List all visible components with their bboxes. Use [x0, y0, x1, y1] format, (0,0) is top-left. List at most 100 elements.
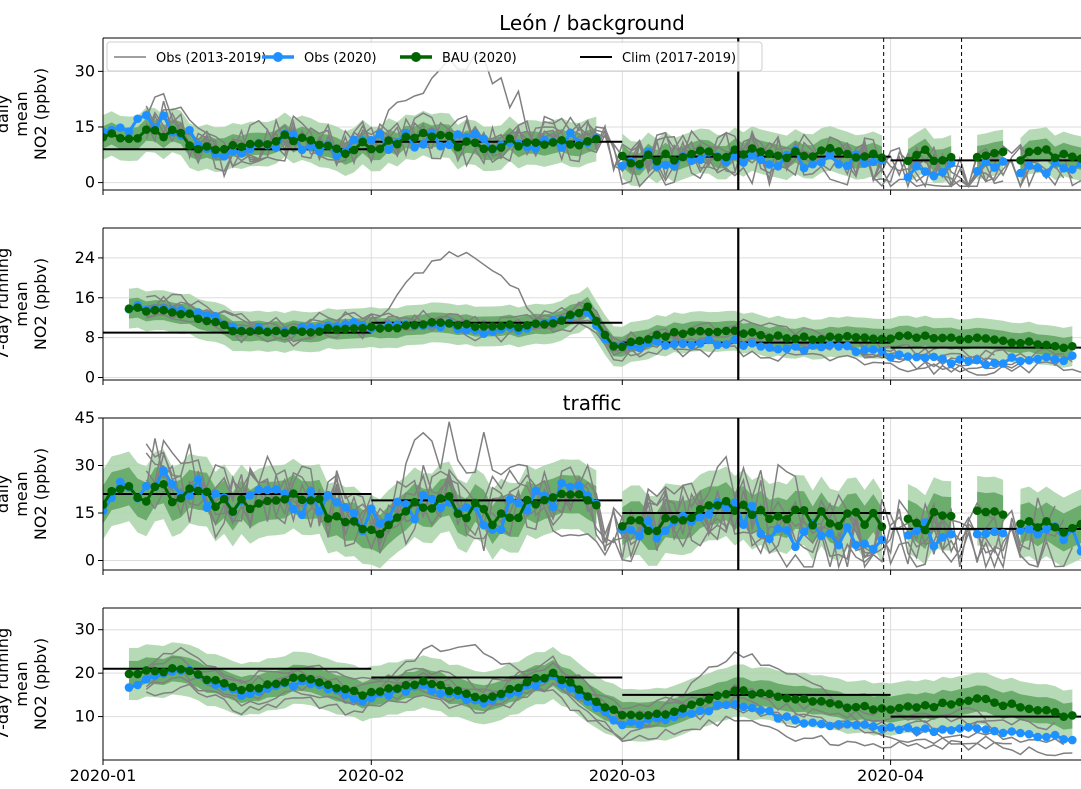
obs-2020-point	[427, 686, 437, 695]
bau-2020-point	[315, 140, 324, 150]
bau-2020-line	[103, 482, 598, 536]
obs-2020-point	[946, 359, 956, 368]
bau-2020-point	[427, 132, 437, 141]
bau-2020-point	[765, 333, 774, 343]
bau-2020-point	[739, 686, 748, 695]
bau-2020-point	[531, 673, 541, 683]
obs-2020-point	[661, 526, 670, 536]
obs-2020-point	[713, 700, 722, 709]
obs-2020-point	[929, 171, 939, 181]
bau-2020-point	[808, 152, 817, 161]
obs-hist-line	[145, 443, 1056, 555]
bau-2020-point	[496, 689, 506, 699]
bau-2020-point	[263, 680, 272, 689]
bau-2020-point	[938, 333, 947, 343]
bau-2020-point	[964, 696, 973, 706]
bau-2020-point	[341, 149, 350, 159]
obs-2020-point	[652, 533, 662, 543]
bau-2020-point	[453, 686, 463, 696]
bau-2020-point	[557, 135, 567, 145]
bau-2020-point	[410, 680, 419, 690]
bau-2020-point	[211, 317, 220, 327]
obs-2020-point	[635, 343, 644, 353]
bau-2020-point	[868, 334, 878, 343]
bau-2020-point	[176, 664, 186, 674]
bau-2020-point	[297, 495, 307, 505]
bau-2020-point	[756, 688, 766, 698]
bau-2020-point	[531, 138, 541, 147]
obs-2020-point	[817, 531, 826, 541]
bau-2020-line	[976, 150, 1004, 159]
bau-2020-point	[496, 143, 506, 152]
bau-2020-point	[877, 334, 887, 344]
bau-2020-point	[635, 711, 644, 720]
bau-2020-point	[600, 330, 610, 340]
bau-2020-point	[323, 323, 333, 333]
y-tick-label: 16	[75, 288, 95, 307]
legend-entry: BAU (2020)	[400, 51, 517, 66]
bau-2020-point	[860, 152, 869, 161]
bau-2020-point	[765, 689, 774, 699]
bau-2020-point	[237, 685, 246, 695]
bau-2020-point	[410, 133, 419, 143]
bau-2020-point	[150, 126, 160, 135]
bau-2020-point	[1068, 341, 1077, 351]
obs-2020-point	[860, 345, 869, 355]
obs-2020-point	[739, 158, 748, 167]
bau-2020-point	[202, 316, 212, 326]
bau-2020-point	[150, 666, 160, 676]
obs-2020-point	[834, 160, 843, 169]
obs-2020-line	[977, 530, 1004, 536]
y-tick-label: 15	[75, 503, 95, 522]
bau-2020-point	[332, 144, 341, 154]
bau-2020-point	[462, 319, 471, 329]
bau-2020-point	[756, 330, 766, 340]
obs-2020-point	[626, 717, 636, 727]
obs-2020-point	[782, 712, 792, 721]
bau-2020-point	[202, 675, 212, 685]
bau-2020-point	[825, 698, 835, 708]
bau-2020-point	[185, 141, 194, 150]
bau-2020-point	[444, 492, 454, 501]
obs-2020-point	[479, 134, 489, 143]
obs-2020-point	[739, 702, 748, 712]
obs-2020-point	[349, 317, 359, 327]
obs-2020-point	[765, 160, 774, 169]
bau-2020-point	[860, 701, 869, 711]
bau-2020-point	[1033, 340, 1043, 349]
bau-2020-point	[765, 149, 774, 159]
bau-2020-point	[843, 703, 852, 713]
bau-2020-point	[228, 507, 238, 516]
bau-2020-point	[297, 133, 307, 143]
obs-2020-point	[297, 510, 307, 520]
obs-2020-point	[721, 700, 731, 710]
bau-2020-point	[868, 508, 878, 518]
legend-label: Obs (2020)	[304, 51, 377, 66]
bau-2020-point	[548, 138, 558, 147]
bau-2020-point	[1050, 522, 1060, 532]
bau-2020-point	[185, 666, 194, 676]
bau-2020-point	[834, 700, 843, 709]
obs-2020-point	[1059, 535, 1068, 545]
obs-2020-point	[946, 159, 956, 168]
legend-box	[106, 41, 763, 72]
bau-2020-point	[773, 512, 783, 521]
bau-2020-point	[782, 693, 792, 703]
bau-2020-point	[228, 326, 238, 336]
obs-2020-point	[116, 477, 125, 487]
obs-2020-point	[825, 150, 835, 160]
obs-2020-point	[678, 339, 688, 349]
bau-2020-point	[661, 149, 670, 159]
obs-2020-point	[1059, 356, 1068, 366]
obs-2020-point	[834, 720, 843, 729]
obs-2020-point	[228, 147, 238, 156]
bau-2020-point	[566, 310, 575, 320]
bau-2020-point	[920, 700, 930, 710]
bau-2020-point	[669, 515, 679, 524]
bau-2020-point	[799, 332, 809, 341]
bau-2020-point	[462, 689, 471, 699]
bau-2020-point	[548, 319, 558, 328]
obs-2020-point	[981, 157, 991, 167]
bau-2020-point	[1033, 146, 1043, 156]
obs-2020-point	[998, 528, 1008, 538]
